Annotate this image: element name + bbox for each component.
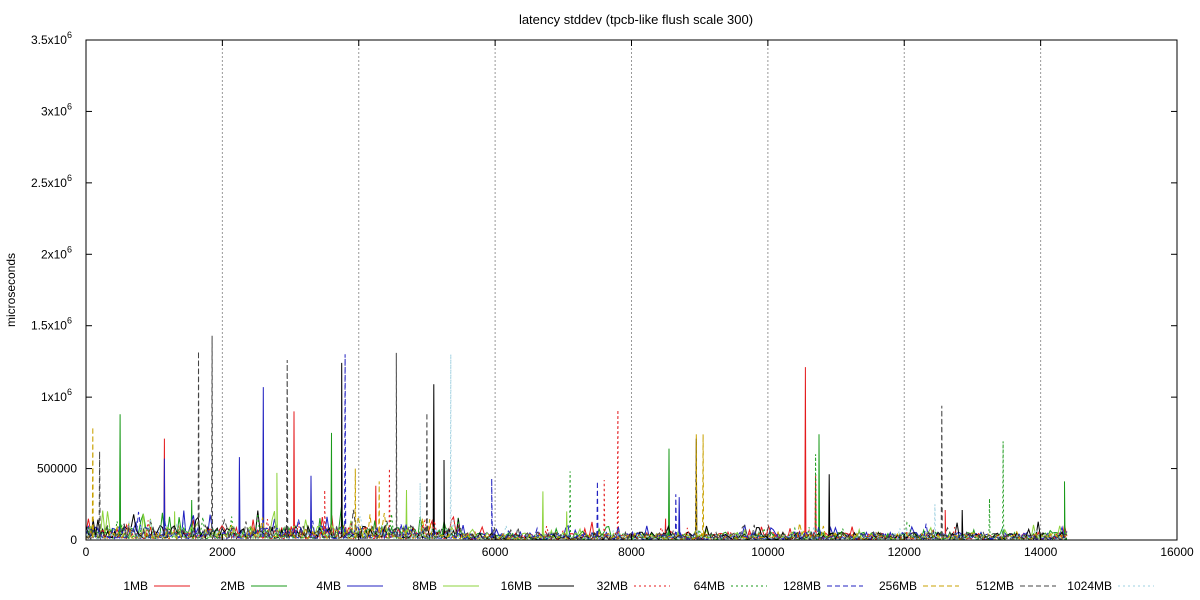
series-line-16mb (85, 362, 1067, 541)
x-tick-label: 4000 (345, 545, 372, 559)
y-axis-label: microseconds (4, 253, 18, 327)
x-tick-label: 6000 (482, 545, 509, 559)
x-axis: 0 2000 4000 6000 8000 10000 12000 14000 16000 (83, 40, 1194, 559)
y-tick-label: 2x106 (41, 244, 72, 261)
series-line-1024mb (85, 354, 1068, 541)
x-tick-label: 8000 (618, 545, 645, 559)
x-tick-label: 14000 (1024, 545, 1058, 559)
y-tick-label: 500000 (37, 462, 77, 476)
x-tick-label: 10000 (751, 545, 785, 559)
y-tick-label: 1.5x106 (31, 316, 72, 333)
legend-label-2mb: 2MB (220, 579, 245, 593)
legend-label-16mb: 16MB (501, 579, 532, 593)
legend-label-1mb: 1MB (123, 579, 148, 593)
legend-label-256mb: 256MB (879, 579, 917, 593)
legend: 1MB 2MB 4MB 8MB 16MB 32MB 64MB 128MB 256MB 512MB 1… (123, 579, 1154, 593)
series-line-32mb (85, 409, 1068, 541)
y-tick-label: 2.5x106 (31, 173, 72, 190)
legend-label-512mb: 512MB (976, 579, 1014, 593)
chart-title: latency stddev (tpcb-like flush scale 30… (519, 12, 753, 27)
legend-label-64mb: 64MB (694, 579, 725, 593)
x-tick-label: 2000 (209, 545, 236, 559)
series-line-4mb (85, 387, 1068, 541)
legend-label-1024mb: 1024MB (1067, 579, 1112, 593)
series-line-64mb (85, 441, 1067, 541)
x-tick-label: 16000 (1160, 545, 1194, 559)
legend-label-4mb: 4MB (316, 579, 341, 593)
y-tick-label: 3x106 (41, 101, 72, 118)
legend-label-32mb: 32MB (597, 579, 628, 593)
x-tick-label: 0 (83, 545, 90, 559)
vertical-markers (221, 40, 1042, 540)
y-tick-label: 0 (70, 533, 77, 547)
legend-label-8mb: 8MB (412, 579, 437, 593)
series-line-512mb (85, 335, 1067, 541)
legend-label-128mb: 128MB (783, 579, 821, 593)
y-tick-label: 1x106 (41, 387, 72, 404)
series-layer (85, 335, 1068, 541)
series-line-128mb (85, 354, 1068, 541)
series-line-1mb (85, 367, 1068, 541)
series-line-256mb (85, 427, 1068, 541)
x-tick-label: 12000 (888, 545, 922, 559)
y-tick-label: 3.5x106 (31, 30, 72, 47)
y-axis: 0 500000 1x106 1.5x106 2x106 2.5x106 3x106 3.5x… (31, 30, 1177, 547)
series-line-2mb (85, 414, 1068, 541)
